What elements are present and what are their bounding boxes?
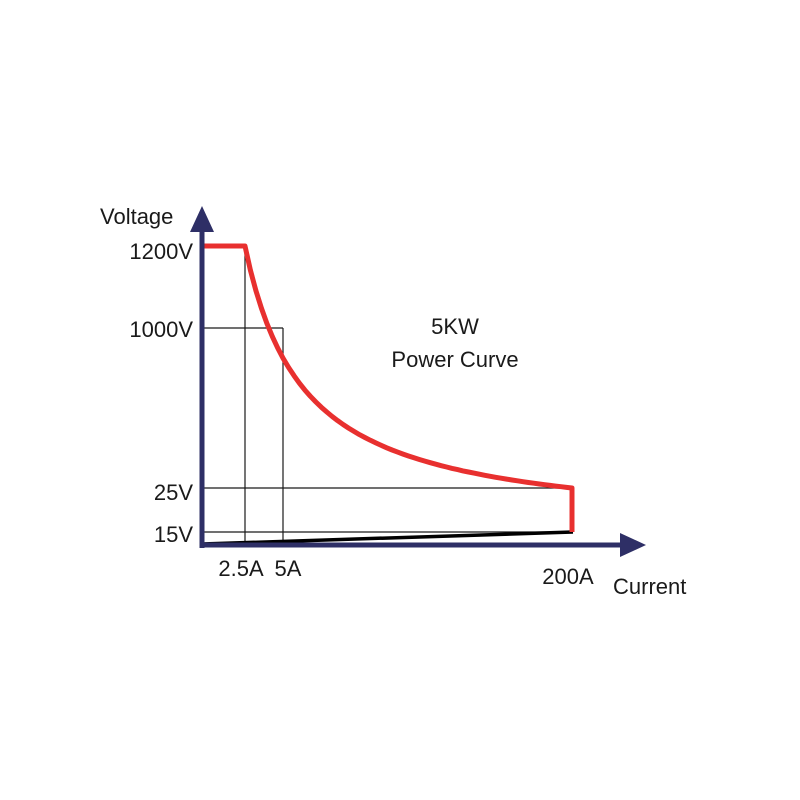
ytick-1200v: 1200V (129, 239, 193, 264)
xtick-5a: 5A (275, 556, 302, 581)
annotation-power-curve: Power Curve (391, 347, 518, 372)
ytick-1000v: 1000V (129, 317, 193, 342)
annotation-power-rating: 5KW (431, 314, 479, 339)
x-axis-title: Current (613, 574, 686, 599)
ytick-25v: 25V (154, 480, 193, 505)
xtick-200a: 200A (542, 564, 594, 589)
lower-boundary-line (201, 530, 574, 546)
y-axis-title: Voltage (100, 204, 173, 229)
guide-lines (202, 246, 572, 545)
ytick-15v: 15V (154, 522, 193, 547)
xtick-2-5a: 2.5A (218, 556, 264, 581)
power-curve-line (202, 243, 575, 532)
x-axis-arrow-icon (620, 533, 646, 557)
y-axis-arrow-icon (190, 206, 214, 232)
